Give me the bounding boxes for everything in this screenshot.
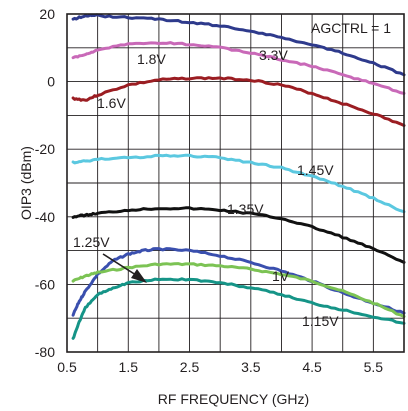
series-line-1-45v bbox=[71, 153, 406, 214]
y-tick-label: -80 bbox=[35, 344, 55, 360]
plot-frame bbox=[66, 13, 405, 353]
y-tick-label: -20 bbox=[35, 141, 55, 157]
series-line-1-25v bbox=[71, 262, 406, 318]
series-label-1-8v: 1.8V bbox=[137, 51, 166, 67]
x-tick-labels: 0.5 1.5 2.5 3.5 4.5 5.5 bbox=[57, 359, 383, 375]
series-line-1-8v bbox=[71, 41, 406, 95]
series-line-1v bbox=[71, 247, 406, 317]
series-label-1-45v: 1.45V bbox=[297, 162, 334, 178]
grid bbox=[67, 14, 404, 352]
agctrl-annotation: AGCTRL = 1 bbox=[311, 20, 391, 36]
series-line-1-15v bbox=[71, 277, 406, 340]
x-axis-title: RF FREQUENCY (GHz) bbox=[158, 391, 309, 407]
x-tick-label: 0.5 bbox=[57, 359, 77, 375]
series-label-1-35v: 1.35V bbox=[227, 201, 264, 217]
x-tick-label: 5.5 bbox=[364, 359, 384, 375]
y-tick-label: 20 bbox=[39, 6, 55, 22]
series-label-1v: 1V bbox=[272, 268, 290, 284]
series-line-3-3v bbox=[71, 13, 406, 77]
series-label-3-3v: 3.3V bbox=[259, 47, 288, 63]
y-tick-label: 0 bbox=[47, 74, 55, 90]
y-axis-title: OIP3 (dBm) bbox=[18, 146, 34, 220]
y-tick-label: -40 bbox=[35, 209, 55, 225]
series-labels: 3.3V 1.8V 1.6V 1.45V 1.35V 1V 1.25V 1.15V bbox=[73, 47, 339, 329]
y-tick-label: -60 bbox=[35, 276, 55, 292]
x-tick-label: 1.5 bbox=[119, 359, 139, 375]
x-tick-label: 2.5 bbox=[180, 359, 200, 375]
series-label-1-25v: 1.25V bbox=[73, 234, 110, 250]
series-line-1-35v bbox=[71, 206, 406, 264]
arrow-1-25v bbox=[102, 253, 137, 276]
series-label-1-15v: 1.15V bbox=[302, 313, 339, 329]
series-line-1-6v bbox=[71, 76, 406, 127]
series-label-1-6v: 1.6V bbox=[97, 95, 126, 111]
x-tick-label: 3.5 bbox=[241, 359, 261, 375]
y-tick-labels: 20 0 -20 -40 -60 -80 bbox=[35, 6, 55, 360]
arrow-head bbox=[131, 269, 147, 283]
series-layer bbox=[71, 13, 406, 340]
x-tick-label: 4.5 bbox=[302, 359, 322, 375]
